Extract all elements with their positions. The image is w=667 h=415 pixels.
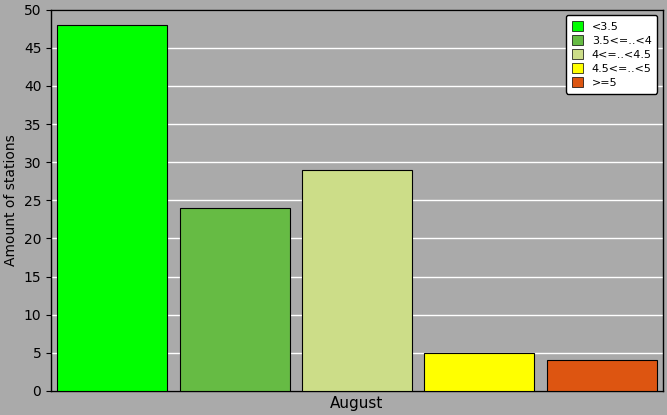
Y-axis label: Amount of stations: Amount of stations <box>4 134 18 266</box>
Bar <box>57 25 167 391</box>
Bar <box>424 353 534 391</box>
Bar <box>179 208 289 391</box>
Bar <box>546 361 657 391</box>
Bar <box>302 170 412 391</box>
Legend: <3.5, 3.5<=..<4, 4<=..<4.5, 4.5<=..<5, >=5: <3.5, 3.5<=..<4, 4<=..<4.5, 4.5<=..<5, >… <box>566 15 657 93</box>
